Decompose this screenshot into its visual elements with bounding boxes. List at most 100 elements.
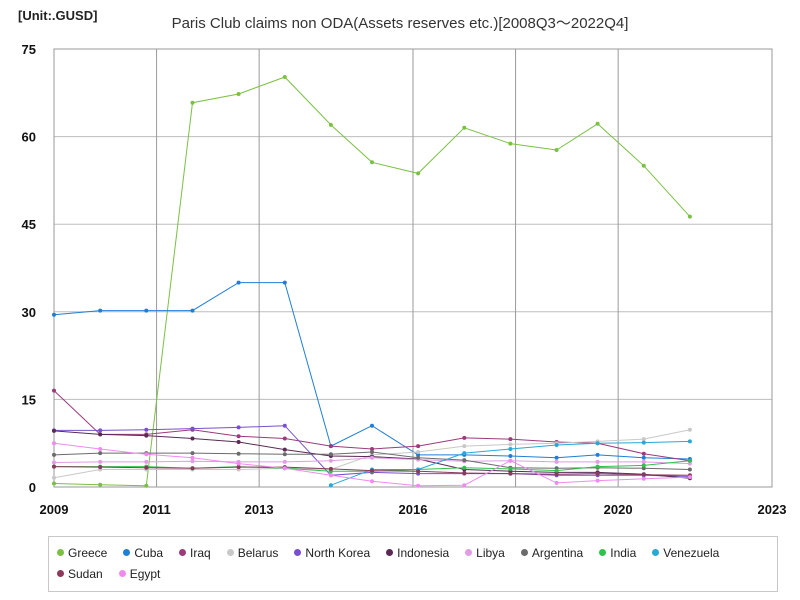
data-point-egypt <box>236 461 241 466</box>
data-point-iraq <box>236 434 241 439</box>
legend-item-indonesia: Indonesia <box>386 542 449 563</box>
tick-labels: 0 15 30 45 60 75 2009 2011 2013 2016 2018 2020 2023 <box>22 42 787 517</box>
data-point-venezuela <box>508 447 513 451</box>
axes <box>53 48 773 488</box>
data-point-greece <box>462 125 467 130</box>
data-point-iraq <box>508 437 513 442</box>
data-point-greece <box>641 163 646 168</box>
x-tick-label: 2011 <box>142 502 170 517</box>
x-tick-label: 2009 <box>40 502 69 517</box>
data-point-cuba <box>144 308 149 313</box>
legend-marker <box>226 549 234 556</box>
y-tick-label: 30 <box>22 305 36 320</box>
data-point-argentina <box>416 455 421 460</box>
data-point-iraq <box>462 435 467 440</box>
data-point-sudan <box>236 465 241 470</box>
series-group <box>52 75 692 488</box>
series-line-cuba <box>53 282 690 460</box>
data-point-indonesia <box>144 433 149 438</box>
x-tick-label: 2013 <box>245 502 274 517</box>
data-point-north-korea <box>236 425 241 430</box>
data-point-indonesia <box>52 428 56 433</box>
series-libya <box>52 455 692 466</box>
data-point-venezuela <box>328 483 333 488</box>
data-point-cuba <box>98 308 103 313</box>
legend-item-argentina: Argentina <box>520 542 584 563</box>
grid <box>53 48 773 488</box>
data-point-venezuela <box>641 440 646 445</box>
data-point-argentina <box>98 451 103 456</box>
legend-label: Argentina <box>531 545 584 560</box>
data-point-venezuela <box>687 439 692 444</box>
data-point-sudan <box>595 471 600 476</box>
data-point-cuba <box>595 452 600 457</box>
data-point-north-korea <box>98 428 103 433</box>
data-point-argentina <box>641 466 646 471</box>
legend-item-iraq: Iraq <box>179 542 211 563</box>
data-point-greece <box>98 482 103 487</box>
data-point-argentina <box>282 452 287 457</box>
legend-marker <box>520 549 528 556</box>
legend-item-libya: Libya <box>465 542 505 563</box>
legend-label: India <box>610 545 637 560</box>
data-point-cuba <box>190 308 195 313</box>
data-point-greece <box>236 92 241 96</box>
data-point-venezuela <box>595 441 600 446</box>
legend-item-belarus: Belarus <box>226 542 279 563</box>
legend-item-sudan: Sudan <box>57 563 103 584</box>
legend-label: Greece <box>68 545 108 560</box>
data-point-cuba <box>370 423 374 428</box>
series-greece <box>52 75 692 488</box>
legend-item-north-korea: North Korea <box>294 542 370 563</box>
data-point-libya <box>190 459 195 464</box>
data-point-belarus <box>641 437 646 442</box>
data-point-libya <box>554 459 559 464</box>
data-point-india <box>462 465 467 470</box>
data-point-greece <box>508 141 513 146</box>
data-point-libya <box>98 459 103 464</box>
chart-title: Paris Club claims non ODA(Assets reserve… <box>171 15 629 32</box>
data-point-egypt <box>641 476 646 481</box>
data-point-egypt <box>144 452 149 457</box>
legend-item-greece: Greece <box>57 542 107 563</box>
data-point-iraq <box>416 444 421 449</box>
data-point-iraq <box>641 451 646 456</box>
legend-marker <box>179 549 187 556</box>
legend-label: Indonesia <box>397 545 450 560</box>
legend-item-cuba: Cuba <box>123 542 163 563</box>
data-point-libya <box>282 459 287 464</box>
data-point-libya <box>328 458 333 463</box>
data-point-cuba <box>508 454 513 458</box>
data-point-sudan <box>370 468 374 473</box>
data-point-india <box>554 468 559 473</box>
legend-marker <box>123 549 131 556</box>
series-egypt <box>52 441 692 488</box>
legend: Greece Cuba Iraq Belarus North Korea Indonesi… <box>48 536 778 592</box>
data-point-indonesia <box>98 432 103 437</box>
series-venezuela <box>328 439 692 488</box>
data-point-venezuela <box>462 451 467 456</box>
x-tick-label: 2020 <box>604 502 633 517</box>
data-point-egypt <box>595 478 600 483</box>
legend-label: Belarus <box>237 545 279 560</box>
data-point-argentina <box>328 452 333 457</box>
legend-marker <box>57 570 64 577</box>
data-point-sudan <box>416 469 421 474</box>
data-point-iraq <box>52 388 56 393</box>
data-point-argentina <box>52 452 56 457</box>
data-point-greece <box>416 171 421 176</box>
x-tick-label: 2018 <box>501 502 530 517</box>
data-point-belarus <box>687 427 692 432</box>
legend-label: Egypt <box>129 566 161 581</box>
data-point-egypt <box>462 483 467 488</box>
data-point-india <box>641 463 646 468</box>
legend-marker <box>599 549 607 556</box>
data-point-belarus <box>462 444 467 449</box>
legend-label: Sudan <box>68 566 103 581</box>
legend-label: Libya <box>476 545 505 560</box>
data-point-india <box>595 464 600 469</box>
data-point-belarus <box>416 450 421 454</box>
data-point-libya <box>370 455 374 460</box>
line-chart: 0 15 30 45 60 75 2009 2011 2013 2016 2018 2020 2023 <box>22 42 787 517</box>
legend-item-egypt: Egypt <box>118 563 161 584</box>
